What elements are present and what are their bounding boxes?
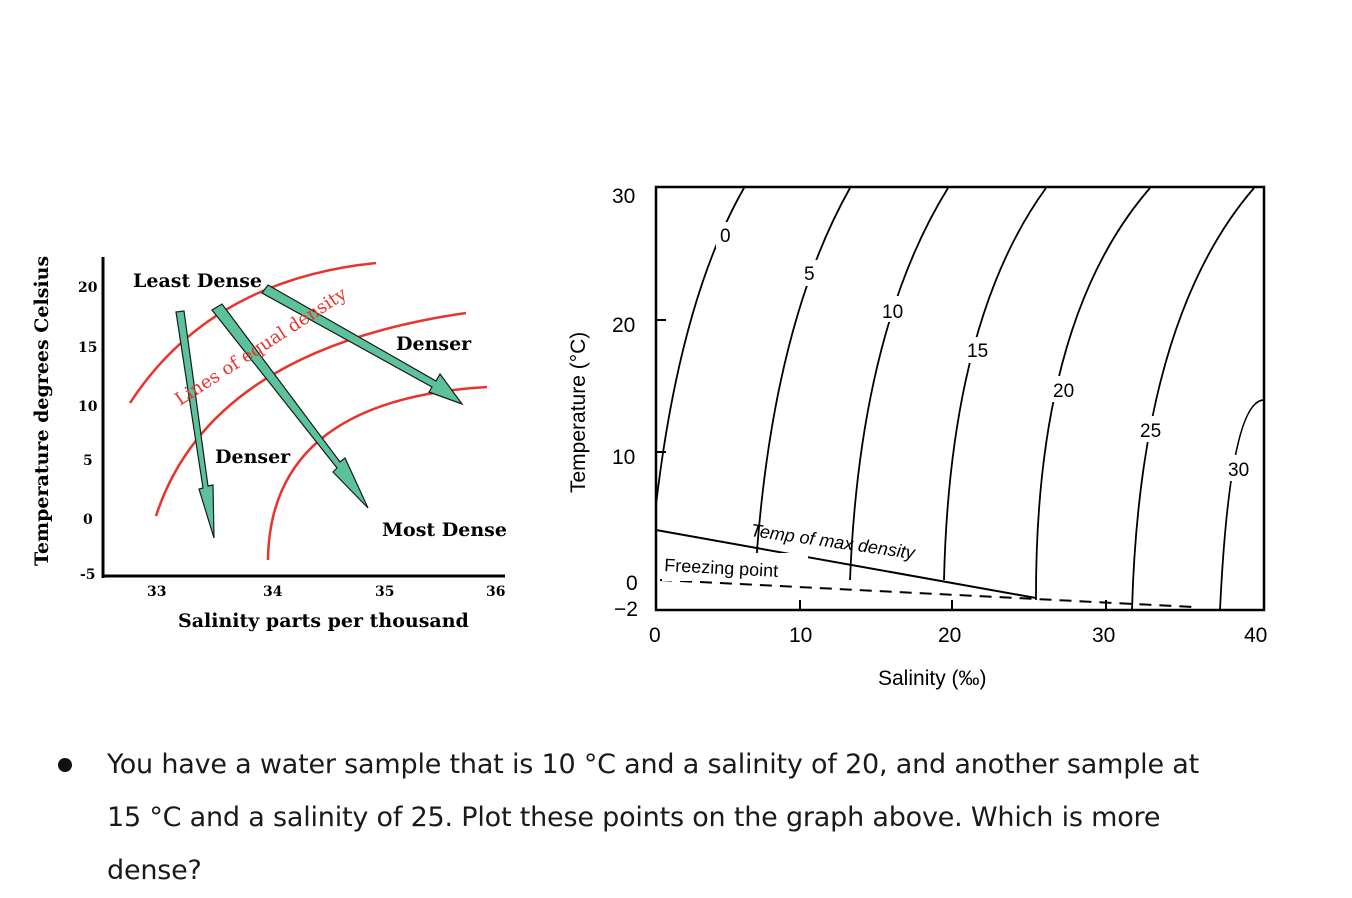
- left-ytick-20: 20: [78, 280, 98, 296]
- left-xtick-36: 36: [486, 584, 505, 600]
- left-ytick-15: 15: [78, 340, 97, 356]
- most-dense-label: Most Dense: [382, 519, 507, 541]
- least-dense-label: Least Dense: [133, 270, 262, 292]
- left-xtick-33: 33: [147, 584, 166, 600]
- isoline-2: [154, 311, 467, 517]
- left-ytick-neg5: -5: [80, 567, 96, 583]
- left-y-axis-title: Temperature degrees Celsius: [31, 256, 53, 566]
- left-x-axis-title: Salinity parts per thousand: [178, 610, 469, 632]
- bullet-icon: [58, 758, 72, 772]
- arrow-diag-2: [261, 284, 464, 406]
- left-xtick-35: 35: [375, 584, 394, 600]
- isoline-label: Lines of equal density: [171, 283, 351, 410]
- left-xtick-34: 34: [263, 584, 283, 600]
- isoline-1: [128, 261, 377, 404]
- denser-label-b: Denser: [215, 446, 291, 468]
- left-ytick-10: 10: [78, 399, 98, 415]
- question-text: You have a water sample that is 10 °C an…: [107, 749, 1200, 886]
- arrow-down: [175, 310, 215, 539]
- denser-label-a: Denser: [396, 333, 472, 355]
- left-ytick-5: 5: [83, 453, 93, 469]
- arrow-diag-1: [211, 303, 369, 509]
- left-ytick-0: 0: [83, 512, 93, 528]
